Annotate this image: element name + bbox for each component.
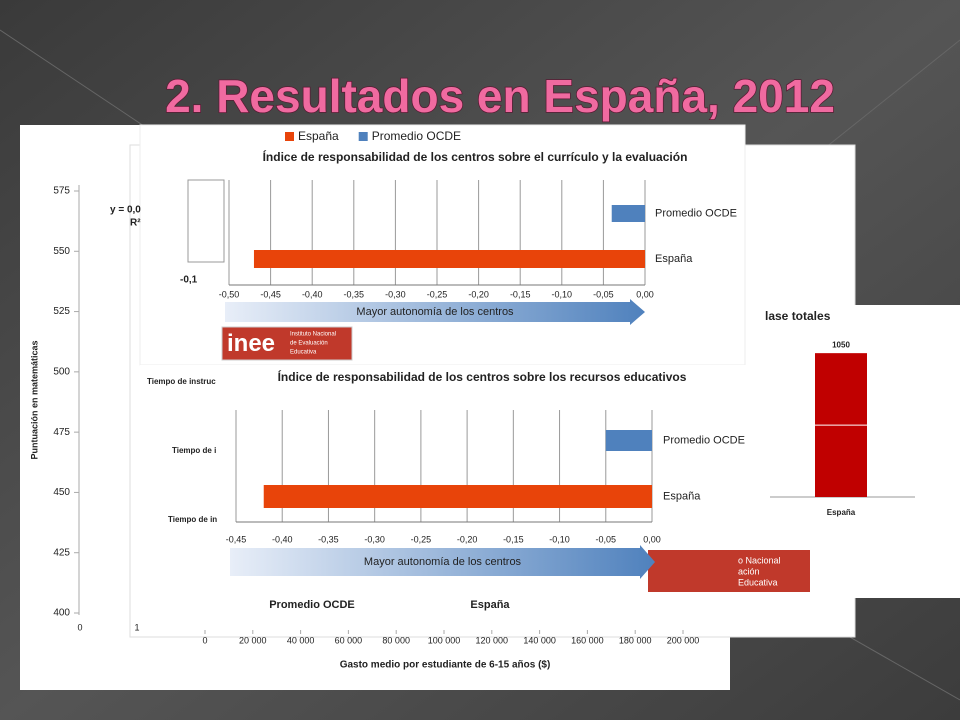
x-tick-label: 160 000 (571, 635, 604, 645)
value-label: 1050 (832, 340, 850, 349)
x-tick-label: -0,45 (226, 534, 247, 544)
x-tick-label: -0,05 (596, 534, 617, 544)
chart-title: Índice de responsabilidad de los centros… (278, 369, 687, 384)
logo-name: inee (227, 330, 275, 357)
slide-title: 2. Resultados en España, 2012 (165, 70, 835, 122)
annotation: y = 0,0 (110, 205, 141, 216)
chart-title: Índice de responsabilidad de los centros… (263, 149, 688, 164)
legend-label: Promedio OCDE (372, 129, 461, 143)
legend-label: España (298, 129, 339, 143)
y-tick-label: 425 (53, 547, 70, 558)
x-tick-label: -0,25 (411, 534, 432, 544)
arrow (230, 545, 655, 579)
x-tick-label: 20 000 (239, 635, 267, 645)
y-tick-label: 525 (53, 306, 70, 317)
x-tick-label: 200 000 (667, 635, 700, 645)
arrow-label: Mayor autonomía de los centros (356, 306, 514, 318)
x-tick-label: -0,20 (468, 289, 489, 299)
x-tick-label: -0,15 (510, 289, 531, 299)
annotation: -0,1 (180, 275, 198, 286)
x-tick-label: 0 (77, 622, 82, 632)
x-tick-label: -0,30 (364, 534, 385, 544)
x-tick-label: 140 000 (523, 635, 556, 645)
logo-box (648, 550, 810, 592)
arrow-label: Mayor autonomía de los centros (364, 556, 522, 568)
category-label: Promedio OCDE (655, 207, 737, 219)
x-tick-label: 0 (202, 635, 207, 645)
logo-line: Educativa (738, 577, 778, 587)
x-tick-label: 60 000 (335, 635, 363, 645)
annotation: Tiempo de instruc (147, 377, 216, 386)
x-tick-label: -0,35 (344, 289, 365, 299)
x-tick-label: -0,05 (593, 289, 614, 299)
x-tick-label: -0,15 (503, 534, 524, 544)
x-tick-label: 0,00 (636, 289, 654, 299)
logo-line: Instituto Nacional (290, 332, 336, 338)
x-tick-label: -0,40 (272, 534, 293, 544)
annotation: Tiempo de in (168, 515, 217, 524)
x-tick-label: -0,25 (427, 289, 448, 299)
logo-box (221, 326, 353, 361)
annotation: Promedio OCDE (269, 599, 355, 611)
x-tick-label: 1 (134, 622, 139, 632)
y-tick-label: 550 (53, 246, 70, 257)
bar (253, 250, 645, 268)
y-axis-label: Puntuación en matemáticas (29, 340, 39, 459)
x-axis-label: Gasto medio por estudiante de 6-15 años … (340, 660, 551, 671)
x-tick-label: -0,20 (457, 534, 478, 544)
y-tick-label: 500 (53, 366, 70, 377)
panel-chart-1 (139, 124, 746, 366)
annotation: España (470, 599, 510, 611)
bar (605, 430, 652, 451)
y-tick-label: 475 (53, 427, 70, 438)
y-tick-label: 575 (53, 186, 70, 197)
arrow (225, 299, 645, 325)
x-tick-label: -0,30 (385, 289, 406, 299)
logo-line: o Nacional (738, 555, 781, 565)
y-tick-label: 400 (53, 608, 70, 619)
x-tick-label: 0,00 (643, 534, 661, 544)
x-tick-label: -0,10 (549, 534, 570, 544)
x-tick-label: 100 000 (428, 635, 461, 645)
panel-chart-2 (140, 365, 760, 580)
x-tick-label: -0,35 (318, 534, 339, 544)
annotation: Tiempo de i (172, 446, 216, 455)
logo-line: Educativa (290, 350, 317, 356)
x-tick-label: España (827, 508, 856, 517)
logo-line: ación (738, 566, 760, 576)
legend-swatch (358, 132, 368, 141)
chart-title: lase totales (765, 309, 831, 323)
category-label: España (655, 253, 693, 265)
x-tick-label: -0,50 (219, 289, 240, 299)
x-tick-label: 120 000 (476, 635, 509, 645)
category-label: Promedio OCDE (663, 434, 745, 446)
x-tick-label: 80 000 (382, 635, 410, 645)
x-tick-label: 180 000 (619, 635, 652, 645)
x-tick-label: -0,10 (552, 289, 573, 299)
cropped-frame (187, 179, 225, 263)
annotation: R² (130, 218, 141, 229)
bar (611, 205, 645, 222)
x-tick-label: -0,40 (302, 289, 323, 299)
y-tick-label: 450 (53, 487, 70, 498)
category-label: España (663, 490, 701, 502)
x-tick-label: 40 000 (287, 635, 315, 645)
bar (263, 485, 652, 508)
x-tick-label: -0,45 (260, 289, 281, 299)
legend-swatch (285, 132, 294, 141)
logo-line: de Evaluación (290, 341, 328, 347)
